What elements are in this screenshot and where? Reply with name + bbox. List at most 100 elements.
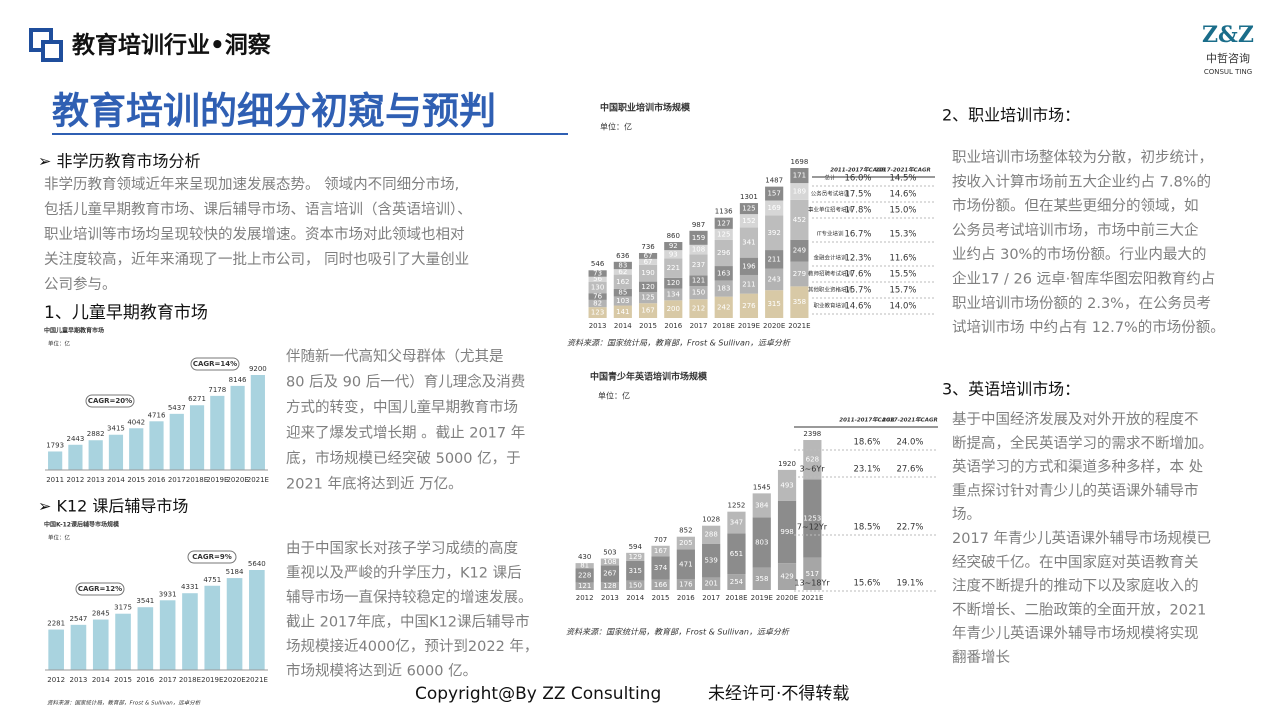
bar <box>210 395 225 470</box>
value-label: 125 <box>742 205 755 213</box>
value-label: 82 <box>593 300 602 308</box>
unit: 单位：亿 <box>48 340 71 348</box>
x-tick-label: 2019E <box>751 594 773 602</box>
total-label: 1487 <box>765 177 783 185</box>
text: 由于中国家长对孩子学习成绩的高度 <box>286 540 518 557</box>
x-tick-label: 2012 <box>47 676 65 684</box>
bar <box>169 413 184 470</box>
text: 重点探讨针对青少儿的英语课外辅导市 <box>952 481 1199 499</box>
x-tick-label: 2021E <box>246 676 268 684</box>
bar-segment <box>702 577 721 590</box>
value-label: 200 <box>667 305 680 313</box>
text: 年青少儿英语课外辅导市场规模将实现 <box>952 624 1199 642</box>
annotation: CAGR=9% <box>192 553 231 561</box>
text: 业约占 30%的市场份额。行业内最大的 <box>952 246 1206 263</box>
text: 按收入计算市场前五大企业约占 7.8%的 <box>952 172 1211 190</box>
bar-segment <box>689 299 708 318</box>
cagr: 17.8% <box>844 206 871 216</box>
cagr: 17.6% <box>844 270 871 280</box>
bar-segment <box>613 274 632 289</box>
value-label: 288 <box>704 531 717 539</box>
cagr: 11.6% <box>889 254 916 264</box>
bar-segment <box>714 266 733 281</box>
x-tick-label: 2011 <box>46 476 64 484</box>
value-label: 374 <box>654 564 668 572</box>
value-label: 2845 <box>92 610 110 618</box>
x-tick-label: 2018E <box>179 676 201 684</box>
bar-segment <box>727 533 746 575</box>
bar-segment <box>714 280 733 297</box>
value-label: 3931 <box>159 590 177 598</box>
value-label: 129 <box>629 553 642 561</box>
value-label: 141 <box>616 308 629 316</box>
annotation-box <box>75 582 125 596</box>
text: 底，市场规模已经突破 5000 亿，于 <box>286 450 521 467</box>
x-tick-label: 2019E <box>206 476 228 484</box>
row-label: 13~18Yr <box>794 579 830 588</box>
value-label: 2443 <box>66 435 84 443</box>
bar-segment <box>803 557 822 590</box>
bar-segment <box>739 214 759 228</box>
source: 资料来源：国家统计局，教育部，Frost & Sullivan，远卓分析 <box>566 628 790 637</box>
value-label: 347 <box>730 519 743 527</box>
bar-segment <box>739 274 759 294</box>
value-label: 237 <box>692 261 705 269</box>
value-label: 296 <box>717 249 731 257</box>
bar-segment <box>613 269 632 275</box>
x-tick-label: 2019E <box>738 322 760 330</box>
value-label: 83 <box>618 261 627 269</box>
value-label: 108 <box>603 558 616 566</box>
value-label: 4042 <box>127 418 145 426</box>
value-label: 6271 <box>188 395 206 403</box>
bar-segment <box>727 511 746 534</box>
value-label: 803 <box>755 538 768 546</box>
x-tick-label: 2012 <box>576 594 594 602</box>
row-label: IT专业培训 <box>817 230 844 238</box>
x-tick-label: 2017 <box>702 594 720 602</box>
cagr: 15.5% <box>889 270 916 280</box>
value-label: 162 <box>616 278 629 286</box>
cagr: 24.0% <box>896 438 923 448</box>
value-label: 128 <box>603 582 616 590</box>
total-label: 1545 <box>753 483 771 491</box>
total-label: 852 <box>679 527 692 535</box>
x-tick-label: 2017 <box>690 322 708 330</box>
annotation-box <box>187 550 237 564</box>
x-tick-label: 2020E <box>223 676 245 684</box>
value-label: 243 <box>767 275 780 283</box>
total-label: 707 <box>654 536 667 544</box>
text: 非学历教育领域近年来呈现加速发展态势。 领域内不同细分市场, <box>44 176 459 193</box>
value-label: 7178 <box>208 386 226 394</box>
bar-segment <box>777 500 797 564</box>
bar-segment <box>588 307 607 318</box>
annotation: CAGR=12% <box>78 585 122 593</box>
text: 场规模接近4000亿，预计到2022 年， <box>286 638 538 655</box>
unit: 单位：亿 <box>598 391 630 401</box>
bar-segment <box>689 244 708 255</box>
chart-title: 中国职业培训市场规模 <box>600 102 691 114</box>
x-tick-label: 2018E <box>725 594 747 602</box>
cagr: 14.6% <box>889 190 916 200</box>
text: ➢ K12 课后辅导市场 <box>38 497 188 516</box>
bar-segment <box>739 203 759 215</box>
table-header: 2011-2017年CAGR <box>839 417 894 424</box>
cagr: 19.1% <box>896 579 923 589</box>
value-label: 628 <box>806 456 819 464</box>
x-tick-label: 2016 <box>664 322 682 330</box>
bar-segment <box>638 292 658 304</box>
value-label: 2882 <box>87 430 105 438</box>
value-label: 166 <box>654 581 668 589</box>
bar-segment <box>626 552 645 561</box>
source: 资料来源：国家统计局，教育部，Frost & Sullivan，远卓分析 <box>567 339 791 348</box>
chart-title: 中国K-12课后辅导市场规模 <box>44 521 120 529</box>
value-label: 9200 <box>249 365 267 373</box>
bar-segment <box>588 281 607 294</box>
value-label: 167 <box>641 307 654 315</box>
cagr: 15.3% <box>889 230 916 240</box>
bar-segment <box>575 563 594 569</box>
text: 试培训市场 中约占有 12.7%的市场份额。 <box>952 319 1225 336</box>
x-tick-label: 2016 <box>677 594 695 602</box>
bar-segment <box>613 288 632 297</box>
x-tick-label: 2020E <box>763 322 785 330</box>
bar-segment <box>588 270 607 277</box>
